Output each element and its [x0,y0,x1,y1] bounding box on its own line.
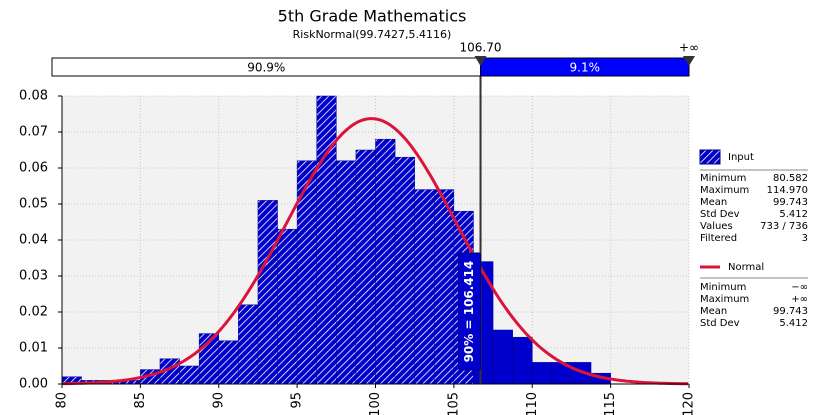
bar [336,160,357,385]
legend-swatch [699,149,721,165]
stat-value: 3 [802,233,808,244]
stat-label: Minimum [700,282,746,293]
y-tick-label: 0.00 [19,377,48,392]
y-tick-label: 0.08 [19,89,48,104]
delimiter-segment [480,57,690,77]
stat-label: Minimum [700,173,746,184]
delimiter-label: +∞ [679,41,699,55]
stat-label: Mean [700,197,727,208]
x-tick-label: 90 [211,392,226,409]
bar [218,340,239,385]
legend-label: Input [728,152,754,163]
bar [532,362,553,385]
y-tick-label: 0.03 [19,269,48,284]
normal-curve [61,117,688,386]
x-tick-label: 80 [55,392,70,409]
delimiter-handle [474,56,487,66]
x-tick-label: 110 [525,392,540,415]
delimiter-percent: 9.1% [570,61,601,75]
stat-label: Values [700,221,733,232]
stat-value: −∞ [791,282,808,293]
chart-subtitle: RiskNormal(99.7427,5.4116) [293,28,452,41]
bar [375,138,396,385]
annotation-box [458,252,482,371]
delimiter-percent: 90.9% [247,61,285,75]
bar [277,228,298,385]
stat-label: Std Dev [700,209,740,220]
stat-value: 733 / 736 [760,221,808,232]
annotation: 90% = 106.414 [462,261,476,363]
stat-label: Mean [700,306,727,317]
y-tick-label: 0.05 [19,197,48,212]
stat-label: Std Dev [700,318,740,329]
y-tick-label: 0.02 [19,305,48,320]
stat-value: 5.412 [779,318,808,329]
stat-label: Filtered [700,233,737,244]
y-tick-label: 0.06 [19,161,48,176]
y-tick-label: 0.01 [19,341,48,356]
bar [434,189,455,385]
stat-value: 99.743 [773,197,808,208]
stat-value: 114.970 [767,185,808,196]
y-tick-label: 0.04 [19,233,48,248]
delimiter-label: 106.70 [460,41,502,55]
bar [394,156,415,385]
x-tick-label: 100 [368,392,383,415]
stat-value: 99.743 [773,306,808,317]
x-tick-label: 120 [682,392,697,415]
bar [238,304,259,385]
stat-value: 5.412 [779,209,808,220]
x-tick-label: 115 [603,392,618,415]
chart-title: 5th Grade Mathematics [278,7,467,26]
legend-label: Normal [728,262,764,273]
stat-label: Maximum [700,185,749,196]
stat-value: +∞ [791,294,808,305]
y-tick-label: 0.07 [19,125,48,140]
bar [257,200,278,385]
bar [492,329,513,385]
bar [316,95,337,385]
bar [355,149,376,385]
x-tick-label: 85 [133,392,148,409]
x-tick-label: 105 [446,392,461,415]
bar [512,336,533,385]
stat-label: Maximum [700,294,749,305]
bar [179,365,200,385]
x-tick-label: 95 [290,392,305,409]
delimiter-handle [683,56,695,66]
bar [296,160,317,385]
bar [414,189,435,385]
stat-value: 80.582 [773,173,808,184]
